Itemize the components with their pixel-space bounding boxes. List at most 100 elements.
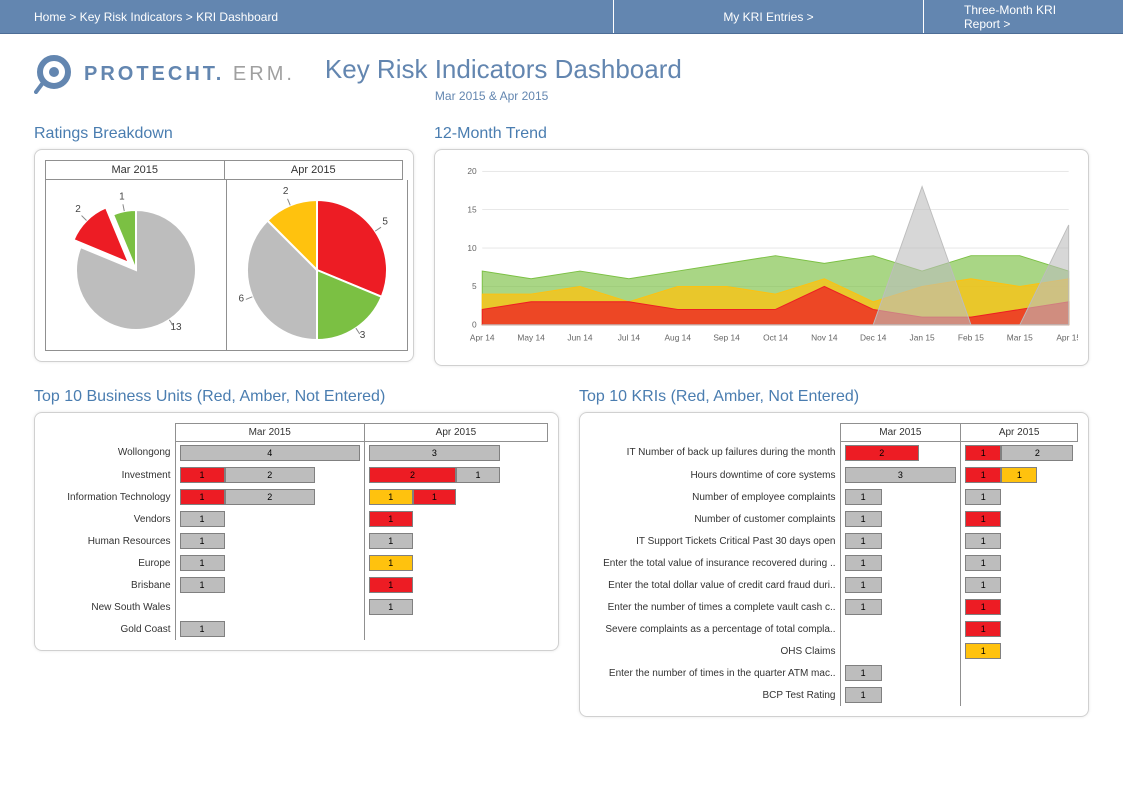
breadcrumb[interactable]: Home > Key Risk Indicators > KRI Dashboa… xyxy=(0,10,613,24)
bar-row-label: Human Resources xyxy=(45,530,175,552)
svg-text:10: 10 xyxy=(467,243,477,253)
bar-period-header: Apr 2015 xyxy=(961,424,1078,442)
pie-header: Mar 2015 xyxy=(45,160,225,180)
bar-segment: 1 xyxy=(413,489,457,505)
logo-text: PROTECHT. ERM. xyxy=(84,63,295,86)
svg-text:0: 0 xyxy=(472,320,477,330)
bar-segment: 1 xyxy=(965,621,1001,637)
bar-segment: 2 xyxy=(225,467,315,483)
logo-brand: PROTECHT. xyxy=(84,63,224,85)
bar-segment: 1 xyxy=(180,489,225,505)
bar-row-label: Investment xyxy=(45,464,175,486)
bu-panel: Mar 2015Apr 2015Wollongong43Investment12… xyxy=(34,412,559,651)
page-title: Key Risk Indicators Dashboard xyxy=(325,54,1089,85)
svg-text:2: 2 xyxy=(283,186,289,197)
svg-text:Apr 14: Apr 14 xyxy=(470,333,495,343)
bar-segment: 1 xyxy=(845,511,882,527)
svg-text:Dec 14: Dec 14 xyxy=(860,333,887,343)
logo-suffix: ERM. xyxy=(233,63,295,85)
bar-segment: 1 xyxy=(965,467,1001,483)
bar-row-label: Enter the number of times a complete vau… xyxy=(590,596,840,618)
ratings-panel: Mar 2015Apr 2015 13215362 xyxy=(34,149,414,362)
bar-segment: 1 xyxy=(845,577,882,593)
trend-chart: 05101520Apr 14May 14Jun 14Jul 14Aug 14Se… xyxy=(445,160,1078,350)
bar-row-label: Brisbane xyxy=(45,574,175,596)
bar-row-label: Vendors xyxy=(45,508,175,530)
bar-row-label: Gold Coast xyxy=(45,618,175,640)
bar-segment: 1 xyxy=(965,643,1001,659)
bar-segment: 1 xyxy=(180,577,225,593)
logo: PROTECHT. ERM. xyxy=(34,54,295,94)
bar-segment: 1 xyxy=(845,489,882,505)
svg-text:Jul 14: Jul 14 xyxy=(618,333,641,343)
pie-chart: 1321 xyxy=(45,180,227,351)
bar-segment: 4 xyxy=(180,445,360,461)
bar-row-label: Hours downtime of core systems xyxy=(590,464,840,486)
svg-text:Aug 14: Aug 14 xyxy=(664,333,691,343)
bar-segment: 1 xyxy=(369,489,413,505)
svg-text:May 14: May 14 xyxy=(517,333,545,343)
bar-row-label: Number of employee complaints xyxy=(590,486,840,508)
bar-period-header: Mar 2015 xyxy=(840,424,961,442)
svg-text:Apr 15: Apr 15 xyxy=(1056,333,1078,343)
bar-row-label: Enter the total dollar value of credit c… xyxy=(590,574,840,596)
bar-segment: 1 xyxy=(369,577,413,593)
bar-row-label: Enter the total value of insurance recov… xyxy=(590,552,840,574)
bar-row-label: IT Support Tickets Critical Past 30 days… xyxy=(590,530,840,552)
svg-text:Sep 14: Sep 14 xyxy=(713,333,740,343)
bar-segment: 1 xyxy=(369,511,413,527)
bar-segment: 3 xyxy=(845,467,957,483)
bar-segment: 1 xyxy=(965,577,1001,593)
bar-segment: 1 xyxy=(369,533,413,549)
svg-text:Jun 14: Jun 14 xyxy=(567,333,592,343)
bar-segment: 1 xyxy=(369,599,413,615)
nav-three-month[interactable]: Three-Month KRI Report > xyxy=(923,0,1123,33)
bar-segment: 1 xyxy=(180,467,225,483)
topbar: Home > Key Risk Indicators > KRI Dashboa… xyxy=(0,0,1123,34)
bar-period-header: Mar 2015 xyxy=(175,424,364,442)
svg-text:2: 2 xyxy=(75,204,81,215)
bar-segment: 2 xyxy=(1001,445,1073,461)
trend-panel: 05101520Apr 14May 14Jun 14Jul 14Aug 14Se… xyxy=(434,149,1089,366)
logo-icon xyxy=(34,54,74,94)
svg-text:1: 1 xyxy=(119,191,125,202)
bar-row-label: Wollongong xyxy=(45,442,175,465)
bar-segment: 1 xyxy=(845,533,882,549)
bar-segment: 1 xyxy=(965,489,1001,505)
bar-segment: 1 xyxy=(845,599,882,615)
svg-text:Mar 15: Mar 15 xyxy=(1007,333,1033,343)
nav-my-entries[interactable]: My KRI Entries > xyxy=(613,0,923,33)
bar-row-label: New South Wales xyxy=(45,596,175,618)
bar-segment: 1 xyxy=(1001,467,1037,483)
svg-text:20: 20 xyxy=(467,166,477,176)
bar-segment: 1 xyxy=(845,687,882,703)
svg-text:Feb 15: Feb 15 xyxy=(958,333,984,343)
header: PROTECHT. ERM. Key Risk Indicators Dashb… xyxy=(0,34,1123,113)
bar-row-label: Information Technology xyxy=(45,486,175,508)
svg-text:Oct 14: Oct 14 xyxy=(763,333,788,343)
bar-row-label: Number of customer complaints xyxy=(590,508,840,530)
kri-panel: Mar 2015Apr 2015 IT Number of back up fai… xyxy=(579,412,1089,717)
svg-text:5: 5 xyxy=(382,216,388,227)
bar-segment: 2 xyxy=(845,445,920,461)
bar-row-label: Severe complaints as a percentage of tot… xyxy=(590,618,840,640)
bar-segment: 1 xyxy=(456,467,500,483)
bar-row-label: Europe xyxy=(45,552,175,574)
bar-segment: 1 xyxy=(180,533,225,549)
svg-text:Jan 15: Jan 15 xyxy=(910,333,935,343)
bar-segment: 1 xyxy=(180,621,225,637)
bar-segment: 3 xyxy=(369,445,500,461)
bar-row-label: IT Number of back up failures during the… xyxy=(590,442,840,465)
bar-segment: 1 xyxy=(369,555,413,571)
trend-title: 12-Month Trend xyxy=(434,113,1089,149)
bar-row-label: Enter the number of times in the quarter… xyxy=(590,662,840,684)
bar-segment: 1 xyxy=(965,533,1001,549)
bar-segment: 1 xyxy=(965,511,1001,527)
bu-title: Top 10 Business Units (Red, Amber, Not E… xyxy=(34,376,559,412)
svg-text:3: 3 xyxy=(360,330,366,341)
pie-chart: 5362 xyxy=(227,180,408,351)
bar-segment: 2 xyxy=(225,489,315,505)
bar-row-label: OHS Claims xyxy=(590,640,840,662)
bar-segment: 1 xyxy=(845,665,882,681)
svg-text:Nov 14: Nov 14 xyxy=(811,333,838,343)
